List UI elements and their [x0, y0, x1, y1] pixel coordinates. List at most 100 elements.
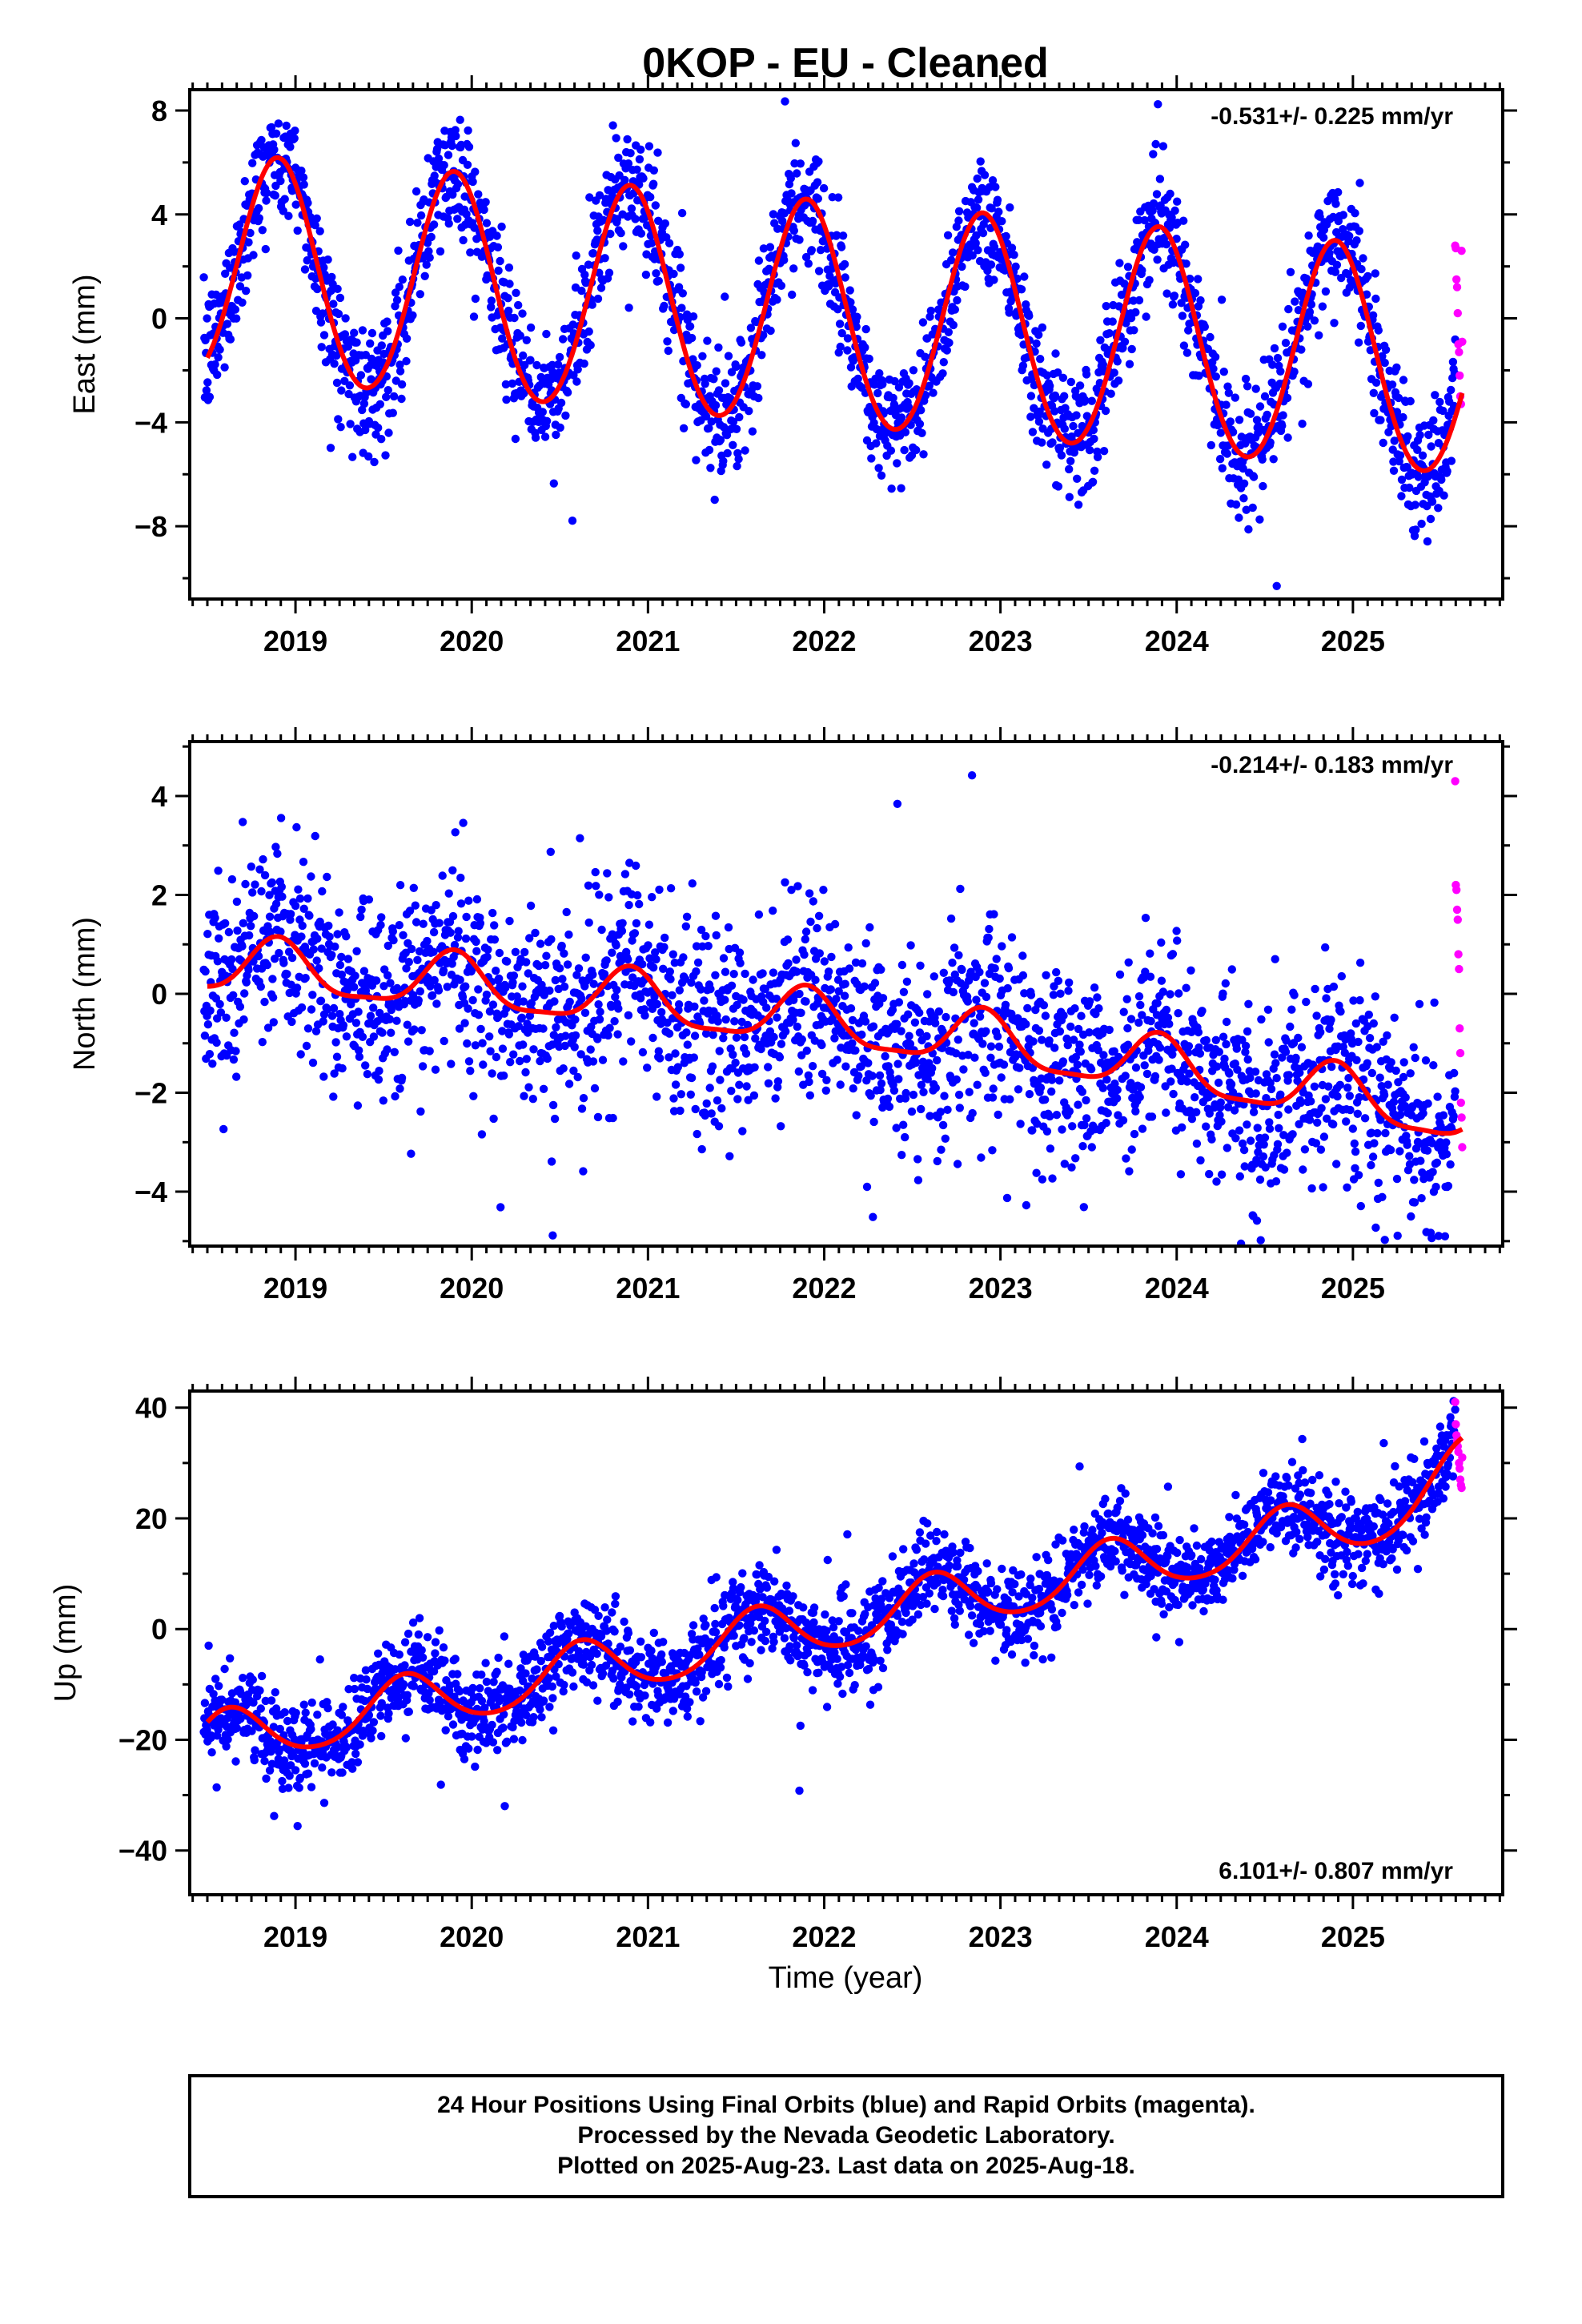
final-point: [1055, 1076, 1064, 1085]
final-point: [1192, 1108, 1201, 1117]
final-point: [1198, 1007, 1207, 1015]
final-point: [1383, 1080, 1392, 1089]
y-axis-label: East (mm): [68, 274, 102, 414]
final-point: [1073, 1060, 1082, 1069]
final-point: [739, 995, 748, 1004]
final-point: [654, 216, 663, 225]
final-point: [729, 417, 738, 426]
final-point: [309, 945, 318, 954]
final-point: [1138, 1011, 1146, 1019]
final-point: [203, 1020, 213, 1029]
rapid-point: [1456, 1024, 1464, 1033]
final-point: [783, 935, 793, 944]
final-point: [769, 1032, 778, 1042]
final-point: [702, 1099, 711, 1108]
final-point: [649, 179, 658, 188]
final-point: [490, 921, 499, 930]
final-point: [669, 1107, 679, 1116]
final-point: [1154, 100, 1162, 109]
final-point: [1090, 466, 1099, 475]
final-point: [1378, 1192, 1387, 1202]
final-point: [280, 195, 289, 203]
final-point: [1332, 260, 1342, 269]
final-point: [801, 935, 809, 944]
final-point: [468, 177, 477, 187]
final-point: [804, 259, 813, 268]
final-point: [1446, 1160, 1455, 1169]
final-point: [1336, 1007, 1345, 1016]
final-point: [620, 175, 629, 184]
final-point: [526, 356, 535, 364]
final-point: [660, 943, 669, 951]
final-point: [736, 959, 745, 967]
final-point: [902, 977, 912, 987]
final-point: [951, 1049, 961, 1058]
final-point: [877, 965, 885, 975]
final-point: [570, 1043, 579, 1051]
final-point: [255, 214, 263, 223]
final-point: [1025, 1090, 1034, 1099]
final-point: [762, 1003, 771, 1012]
final-point: [1274, 1110, 1283, 1120]
final-point: [958, 965, 966, 975]
final-point: [757, 351, 766, 360]
final-point: [550, 997, 559, 1006]
final-point: [729, 970, 738, 979]
final-point: [231, 305, 240, 314]
final-point: [402, 334, 412, 343]
final-point: [769, 968, 778, 977]
final-point: [335, 293, 345, 303]
final-point: [270, 145, 279, 155]
final-point: [1383, 1031, 1391, 1040]
final-point: [595, 891, 604, 899]
final-point: [632, 861, 640, 870]
final-point: [929, 388, 938, 397]
final-point: [837, 328, 846, 338]
final-point: [504, 1030, 514, 1039]
final-point: [1364, 1010, 1374, 1019]
final-point: [1049, 991, 1058, 999]
final-point: [933, 1055, 942, 1065]
final-point: [1363, 271, 1372, 281]
final-point: [1307, 1097, 1315, 1106]
final-point: [448, 866, 457, 875]
final-point: [1283, 393, 1292, 403]
final-point: [953, 1160, 962, 1168]
final-point: [576, 1050, 585, 1059]
final-point: [1194, 1027, 1203, 1037]
final-point: [1141, 967, 1150, 976]
final-point: [1187, 1115, 1197, 1124]
final-point: [452, 131, 460, 141]
final-point: [394, 246, 403, 255]
final-point: [1222, 1039, 1231, 1049]
final-point: [263, 1023, 273, 1032]
final-point: [1157, 976, 1166, 985]
final-point: [588, 1057, 598, 1066]
final-point: [1162, 289, 1171, 298]
final-point: [1177, 299, 1186, 308]
final-point: [1046, 381, 1054, 391]
final-point: [350, 983, 359, 991]
final-point: [715, 1047, 724, 1055]
final-point: [1279, 1165, 1289, 1174]
final-point: [804, 1071, 813, 1080]
final-point: [967, 771, 977, 780]
final-point: [450, 940, 460, 950]
final-point: [993, 1032, 1002, 1041]
final-point: [1018, 361, 1028, 370]
final-point: [1439, 406, 1447, 416]
final-point: [832, 231, 841, 239]
final-point: [711, 400, 721, 410]
final-point: [1122, 1154, 1130, 1163]
final-point: [352, 947, 361, 956]
final-point: [843, 346, 852, 355]
final-point: [432, 999, 441, 1008]
final-point: [954, 1090, 964, 1100]
final-point: [814, 267, 824, 275]
final-point: [749, 1091, 759, 1100]
final-point: [1356, 321, 1366, 331]
final-point: [741, 969, 749, 979]
final-point: [1088, 477, 1098, 486]
final-point: [826, 985, 836, 994]
final-point: [938, 1120, 948, 1130]
